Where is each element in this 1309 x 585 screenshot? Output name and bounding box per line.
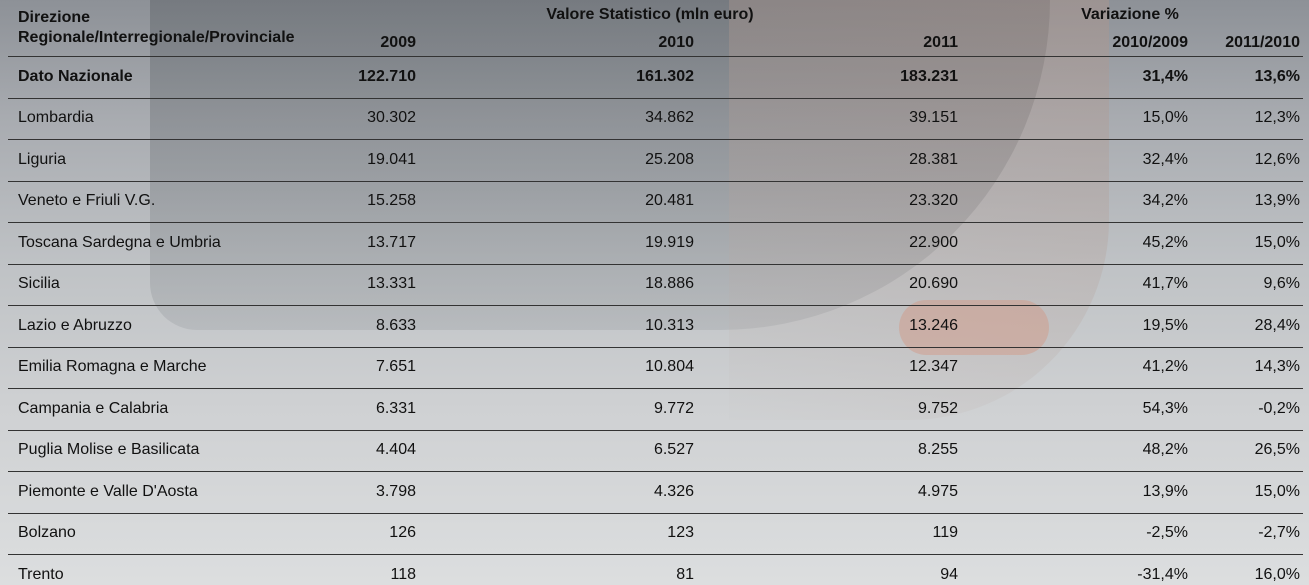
cell-value: 20.481 <box>544 191 694 211</box>
cell-value: 28,4% <box>1150 316 1300 336</box>
row-rule <box>8 388 1303 389</box>
row-rule <box>8 554 1303 555</box>
column-header: 2011 <box>808 33 958 53</box>
cell-value: 119 <box>808 523 958 543</box>
row-label: Toscana Sardegna e Umbria <box>18 233 221 253</box>
row-label: Lombardia <box>18 108 94 128</box>
cell-value: 81 <box>544 565 694 585</box>
page: Direzione Regionale/Interregionale/Provi… <box>0 0 1309 585</box>
cell-value: 7.651 <box>266 357 416 377</box>
cell-value: 15,0% <box>1150 233 1300 253</box>
cell-value: 123 <box>544 523 694 543</box>
group-header: Variazione % <box>1020 5 1240 25</box>
cell-value: 13.717 <box>266 233 416 253</box>
cell-value: 25.208 <box>544 150 694 170</box>
cell-value: 4.326 <box>544 482 694 502</box>
cell-value: 28.381 <box>808 150 958 170</box>
cell-value: 22.900 <box>808 233 958 253</box>
row-label: Emilia Romagna e Marche <box>18 357 207 377</box>
cell-value: 10.804 <box>544 357 694 377</box>
row-rule <box>8 430 1303 431</box>
cell-value: 161.302 <box>544 67 694 87</box>
column-header: 2011/2010 <box>1150 33 1300 53</box>
cell-value: 13,6% <box>1150 67 1300 87</box>
cell-value: 9.772 <box>544 399 694 419</box>
cell-value: 20.690 <box>808 274 958 294</box>
cell-value: 6.527 <box>544 440 694 460</box>
row-label: Lazio e Abruzzo <box>18 316 132 336</box>
row-rule <box>8 513 1303 514</box>
cell-value: 23.320 <box>808 191 958 211</box>
cell-value: 19.041 <box>266 150 416 170</box>
cell-value: 8.255 <box>808 440 958 460</box>
cell-value: 15,0% <box>1150 482 1300 502</box>
row-label-header: Regionale/Interregionale/Provinciale <box>18 28 295 48</box>
row-rule <box>8 181 1303 182</box>
cell-value: 13.246 <box>808 316 958 336</box>
cell-value: 183.231 <box>808 67 958 87</box>
row-rule <box>8 139 1303 140</box>
row-label: Campania e Calabria <box>18 399 168 419</box>
cell-value: -0,2% <box>1150 399 1300 419</box>
cell-value: 34.862 <box>544 108 694 128</box>
cell-value: 4.975 <box>808 482 958 502</box>
row-rule <box>8 222 1303 223</box>
cell-value: 16,0% <box>1150 565 1300 585</box>
cell-value: 122.710 <box>266 67 416 87</box>
cell-value: 18.886 <box>544 274 694 294</box>
group-header: Valore Statistico (mln euro) <box>440 5 860 25</box>
cell-value: 8.633 <box>266 316 416 336</box>
cell-value: 12.347 <box>808 357 958 377</box>
cell-value: 19.919 <box>544 233 694 253</box>
row-label: Veneto e Friuli V.G. <box>18 191 155 211</box>
cell-value: 13,9% <box>1150 191 1300 211</box>
cell-value: 9,6% <box>1150 274 1300 294</box>
cell-value: 6.331 <box>266 399 416 419</box>
cell-value: 10.313 <box>544 316 694 336</box>
row-label: Trento <box>18 565 64 585</box>
cell-value: 9.752 <box>808 399 958 419</box>
column-header: 2010 <box>544 33 694 53</box>
row-label: Sicilia <box>18 274 60 294</box>
cell-value: 118 <box>266 565 416 585</box>
cell-value: 13.331 <box>266 274 416 294</box>
cell-value: 126 <box>266 523 416 543</box>
row-rule <box>8 98 1303 99</box>
row-rule <box>8 264 1303 265</box>
cell-value: 4.404 <box>266 440 416 460</box>
row-label: Dato Nazionale <box>18 67 133 87</box>
row-label: Liguria <box>18 150 66 170</box>
cell-value: 14,3% <box>1150 357 1300 377</box>
row-rule <box>8 347 1303 348</box>
row-label: Piemonte e Valle D'Aosta <box>18 482 198 502</box>
row-label: Bolzano <box>18 523 76 543</box>
row-label-header: Direzione <box>18 8 90 28</box>
cell-value: 39.151 <box>808 108 958 128</box>
cell-value: 3.798 <box>266 482 416 502</box>
column-header: 2009 <box>266 33 416 53</box>
row-label: Puglia Molise e Basilicata <box>18 440 199 460</box>
header-rule <box>8 56 1303 57</box>
cell-value: 94 <box>808 565 958 585</box>
cell-value: 12,6% <box>1150 150 1300 170</box>
cell-value: 26,5% <box>1150 440 1300 460</box>
cell-value: 30.302 <box>266 108 416 128</box>
cell-value: 12,3% <box>1150 108 1300 128</box>
row-rule <box>8 471 1303 472</box>
cell-value: 15.258 <box>266 191 416 211</box>
cell-value: -2,7% <box>1150 523 1300 543</box>
row-rule <box>8 305 1303 306</box>
